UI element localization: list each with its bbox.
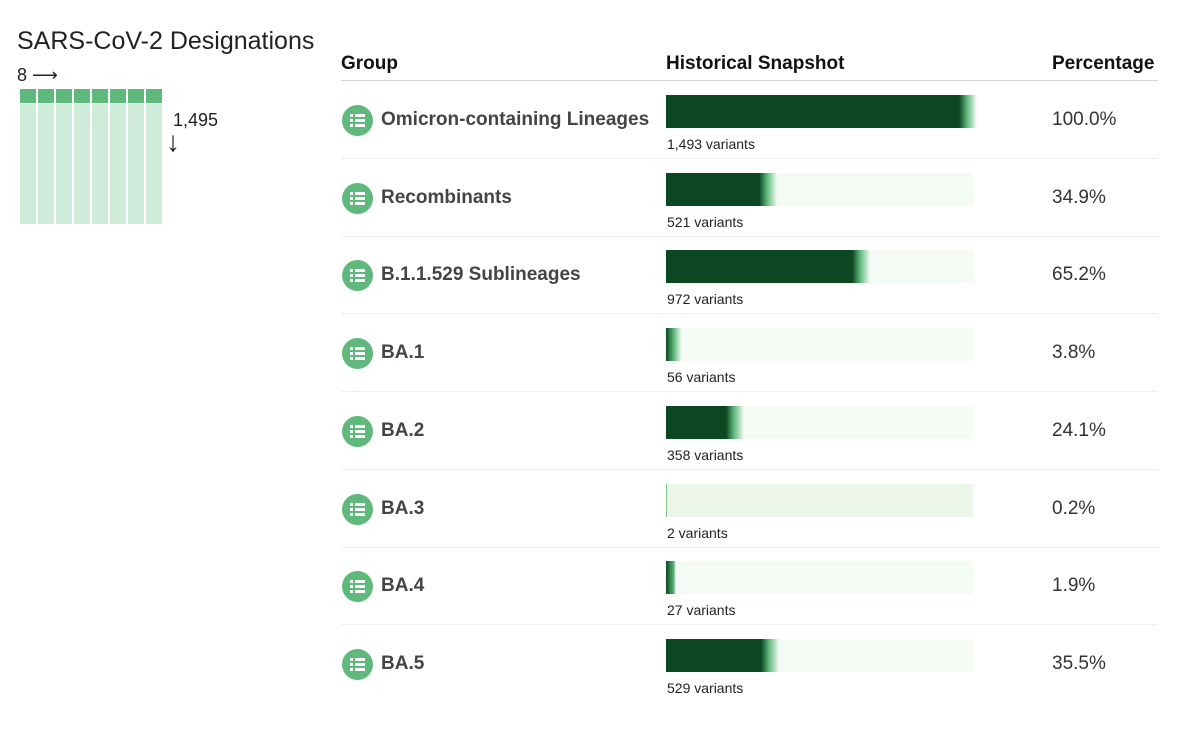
variants-count: 2 variants bbox=[667, 524, 728, 541]
group-label: BA.3 bbox=[381, 497, 425, 519]
bar-track bbox=[666, 483, 973, 517]
row-divider bbox=[341, 313, 1158, 315]
row-divider bbox=[341, 624, 1158, 626]
bar bbox=[666, 638, 779, 672]
table-row[interactable]: BA.4 27 variants 1.9% bbox=[341, 547, 1158, 626]
bar bbox=[666, 561, 676, 595]
row-divider bbox=[341, 391, 1158, 393]
table-row[interactable]: BA.2 358 variants 24.1% bbox=[341, 392, 1158, 470]
table-row[interactable]: BA.1 56 variants 3.8% bbox=[341, 314, 1158, 393]
page-title: SARS-CoV-2 Designations bbox=[17, 27, 315, 55]
variants-count: 1,493 variants bbox=[667, 136, 755, 152]
list-icon[interactable] bbox=[342, 415, 373, 447]
thumbnail-column bbox=[128, 89, 144, 224]
group-label: BA.1 bbox=[381, 342, 425, 364]
bar bbox=[666, 483, 667, 517]
table-row[interactable]: Omicron-containing Lineages 1,493 variant… bbox=[341, 81, 1158, 159]
bar-track bbox=[666, 250, 973, 284]
thumbnail-column bbox=[92, 89, 108, 224]
group-label: BA.5 bbox=[381, 652, 425, 674]
snapshot-column-header[interactable]: Historical Snapshot bbox=[666, 53, 845, 74]
list-icon[interactable] bbox=[342, 493, 373, 525]
bar-track bbox=[666, 172, 973, 206]
bar bbox=[666, 95, 977, 128]
table-summary-thumbnail bbox=[20, 89, 164, 224]
down-arrow-icon: ↓ bbox=[166, 126, 180, 157]
list-icon[interactable] bbox=[342, 648, 373, 680]
group-label: Omicron-containing Lineages bbox=[381, 109, 650, 130]
group-column-header[interactable]: Group bbox=[341, 53, 398, 74]
list-icon[interactable] bbox=[342, 182, 373, 214]
thumbnail-column bbox=[74, 89, 90, 224]
list-icon[interactable] bbox=[342, 105, 373, 136]
table-row[interactable]: BA.5 529 variants 35.5% bbox=[341, 625, 1158, 703]
list-icon[interactable] bbox=[342, 338, 373, 370]
table-row[interactable]: B.1.1.529 Sublineages 972 variants 65.2% bbox=[341, 236, 1158, 315]
table-row[interactable]: BA.3 2 variants 0.2% bbox=[341, 470, 1158, 548]
percentage-value: 65.2% bbox=[1052, 264, 1106, 286]
group-label: B.1.1.529 Sublineages bbox=[381, 264, 581, 286]
thumbnail-column bbox=[146, 89, 162, 224]
group-label: BA.4 bbox=[381, 575, 425, 597]
table-row[interactable]: Recombinants 521 variants 34.9% bbox=[341, 159, 1158, 237]
variants-count: 56 variants bbox=[667, 369, 736, 386]
bar-track bbox=[666, 561, 973, 595]
row-divider bbox=[341, 546, 1158, 548]
variants-count: 529 variants bbox=[667, 679, 744, 696]
bar bbox=[666, 250, 871, 284]
bar-track bbox=[666, 95, 977, 128]
row-count-value: 1,495 bbox=[173, 110, 219, 130]
row-divider bbox=[341, 468, 1158, 470]
percentage-value: 0.2% bbox=[1052, 497, 1096, 519]
percentage-value: 3.8% bbox=[1052, 342, 1096, 364]
variants-count: 358 variants bbox=[667, 446, 744, 463]
variants-count: 521 variants bbox=[667, 213, 744, 230]
percentage-column-header[interactable]: Percentage bbox=[1052, 53, 1155, 74]
bar-track bbox=[666, 638, 973, 672]
thumbnail-column bbox=[38, 89, 54, 224]
percentage-value: 100.0% bbox=[1052, 109, 1117, 130]
row-divider bbox=[341, 158, 1158, 159]
bar-track bbox=[666, 405, 973, 439]
list-icon[interactable] bbox=[342, 571, 373, 603]
variants-count: 27 variants bbox=[667, 602, 736, 619]
group-label: BA.2 bbox=[381, 419, 425, 441]
percentage-value: 1.9% bbox=[1052, 575, 1096, 597]
bar bbox=[666, 405, 744, 439]
thumbnail-column bbox=[56, 89, 72, 224]
header-divider bbox=[341, 80, 1158, 81]
variants-count: 972 variants bbox=[667, 291, 744, 308]
bar bbox=[666, 328, 682, 362]
percentage-value: 24.1% bbox=[1052, 419, 1106, 441]
group-label: Recombinants bbox=[381, 186, 512, 208]
list-icon[interactable] bbox=[342, 260, 373, 292]
bar bbox=[666, 172, 778, 206]
percentage-value: 34.9% bbox=[1052, 186, 1106, 208]
percentage-value: 35.5% bbox=[1052, 652, 1106, 674]
column-count: 8 ⟶ bbox=[17, 65, 58, 86]
thumbnail-column bbox=[110, 89, 126, 224]
row-divider bbox=[341, 235, 1158, 237]
bar-track bbox=[666, 328, 973, 362]
right-arrow-icon: ⟶ bbox=[32, 65, 58, 85]
column-count-value: 8 bbox=[17, 65, 28, 85]
thumbnail-column bbox=[20, 89, 36, 224]
